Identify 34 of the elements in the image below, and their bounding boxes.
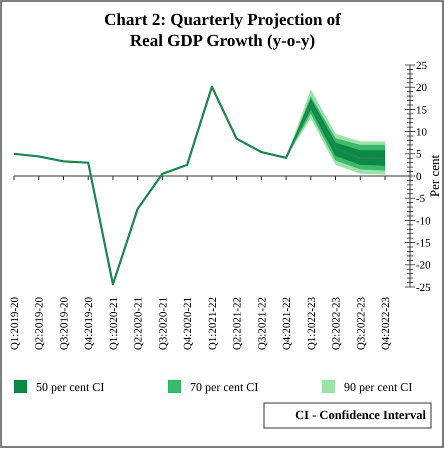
x-tick-label: Q2:2021-22: [232, 297, 244, 350]
x-tick-label: Q3:2019-20: [58, 296, 70, 350]
y-tick-label: 0: [416, 170, 422, 183]
y-tick-label: -25: [416, 282, 432, 294]
x-tick-label: Q3:2022-23: [355, 296, 368, 350]
y-tick-label: 25: [416, 60, 428, 72]
legend-label: 90 per cent CI: [344, 380, 412, 394]
y-tick-label: 20: [416, 82, 428, 94]
x-tick-label: Q1:2019-20: [9, 296, 21, 350]
x-tick-label: Q4:2020-21: [182, 297, 194, 350]
x-tick-label: Q1:2020-21: [108, 297, 120, 350]
y-tick-label: 15: [416, 104, 428, 116]
y-tick-label: -15: [416, 237, 432, 250]
y-tick-label: 10: [416, 126, 428, 138]
x-tick-label: Q4:2021-22: [281, 297, 294, 350]
y-tick-label: -5: [416, 193, 426, 206]
x-tick-label: Q4:2022-23: [380, 296, 392, 350]
x-tick-label: Q4:2019-20: [83, 296, 96, 350]
x-tick-label: Q3:2021-22: [256, 297, 268, 350]
text: CI - Confidence Interval: [295, 408, 427, 422]
y-tick-label: -10: [416, 215, 432, 228]
x-tick-label: Q3:2020-21: [157, 297, 170, 350]
y-tick-label: -20: [416, 260, 432, 272]
line-series: [12, 86, 386, 286]
legend-label: 70 per cent CI: [190, 380, 258, 394]
x-tick-label: Q1:2022-23: [306, 296, 318, 350]
x-tick-label: Q2:2019-20: [34, 296, 46, 350]
legend-label: 50 per cent CI: [36, 380, 104, 394]
x-tick-label: Q1:2021-22: [206, 297, 219, 350]
x-tick-label: Q2:2020-21: [132, 297, 145, 350]
x-tick-label: Q2:2022-23: [330, 296, 343, 350]
y-tick-label: 5: [416, 148, 422, 161]
y-axis-title: Per cent: [427, 154, 442, 198]
chart-title: Chart 2: Quarterly Projection of Real GDP Growth (y-o-y): [104, 10, 342, 50]
